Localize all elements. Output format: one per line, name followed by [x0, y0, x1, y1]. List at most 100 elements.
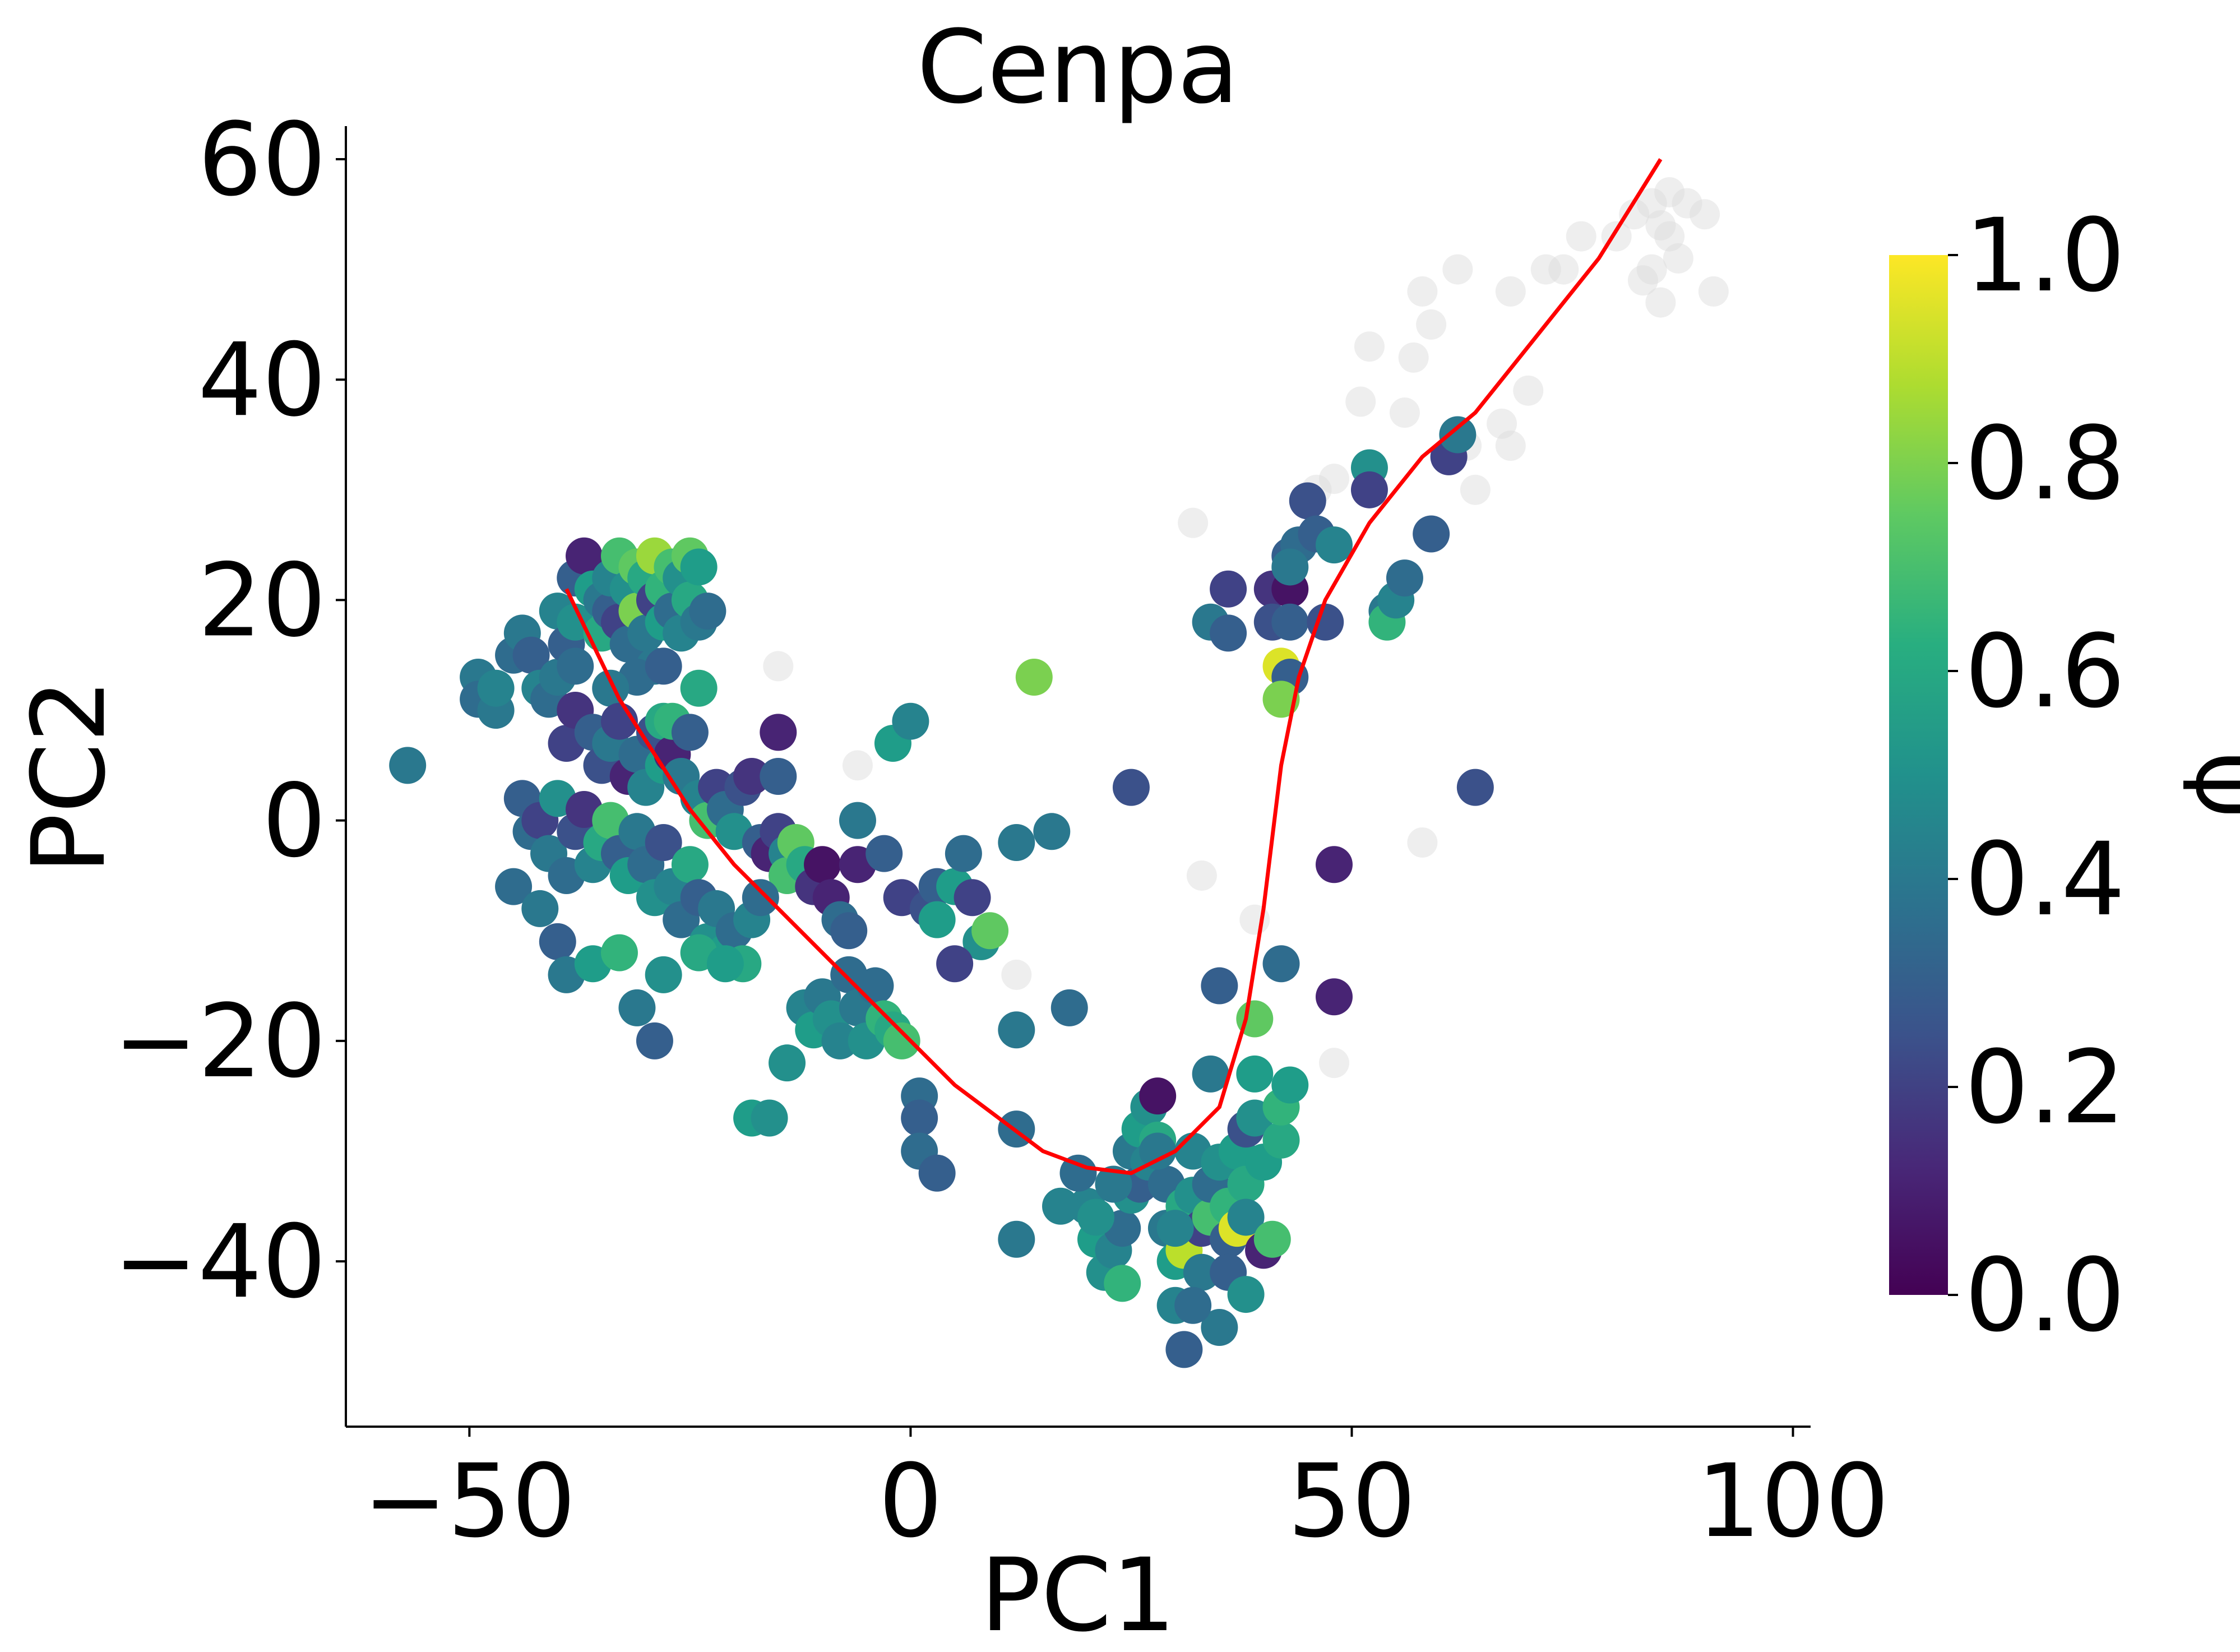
- gray-point: [1460, 474, 1491, 505]
- psi-point: [1271, 1066, 1309, 1104]
- colorbar-gradient: [1889, 255, 1948, 1295]
- gray-point: [1627, 265, 1658, 296]
- psi-point: [539, 923, 576, 960]
- psi-point: [1165, 1331, 1203, 1368]
- psi-point: [1174, 1287, 1212, 1324]
- psi-point: [1227, 1276, 1265, 1313]
- x-tick-label: 100: [1697, 1443, 1890, 1560]
- psi-point: [918, 901, 956, 938]
- psi-point: [1201, 967, 1238, 1005]
- gray-point: [1318, 464, 1349, 494]
- gray-point: [1354, 331, 1385, 362]
- psi-point: [600, 934, 638, 971]
- psi-point: [998, 1220, 1035, 1258]
- psi-point: [477, 669, 515, 707]
- psi-point: [1386, 559, 1423, 597]
- psi-point: [1439, 416, 1477, 454]
- psi-point: [1271, 603, 1309, 641]
- gray-point: [1407, 276, 1438, 307]
- gray-point: [1186, 860, 1217, 891]
- psi-point: [892, 702, 929, 740]
- gray-point: [1566, 221, 1596, 252]
- gray-point: [1636, 254, 1667, 285]
- psi-point: [918, 1154, 956, 1192]
- psi-point: [866, 835, 903, 872]
- colorbar-tick-label: 1.0: [1965, 197, 2125, 314]
- x-axis-ticks: −50 0 50 100: [363, 1427, 1889, 1560]
- psi-point: [1015, 659, 1053, 696]
- psi-point: [389, 747, 427, 784]
- psi-point: [689, 593, 726, 630]
- psi-point: [512, 636, 550, 674]
- gray-point: [1178, 507, 1209, 538]
- y-tick-label: 20: [198, 542, 326, 659]
- psi-point: [760, 714, 797, 751]
- gray-point: [1487, 408, 1517, 439]
- psi-point: [839, 802, 876, 839]
- x-axis-label: PC1: [980, 1537, 1176, 1652]
- colorbar-ticks: 0.0 0.2 0.4 0.6 0.8 1.0: [1948, 197, 2125, 1354]
- colorbar-tick-label: 0.8: [1965, 405, 2125, 522]
- psi-point: [883, 1022, 920, 1059]
- psi-point: [566, 537, 603, 575]
- psi-point: [1315, 846, 1353, 883]
- psi-point: [1033, 813, 1071, 850]
- psi-point: [1201, 1309, 1238, 1346]
- psi-point: [1350, 471, 1388, 508]
- psi-point: [1227, 1198, 1265, 1236]
- gray-point: [1672, 188, 1702, 219]
- psi-point: [1262, 1121, 1300, 1159]
- psi-point: [1139, 1077, 1177, 1115]
- psi-point: [680, 669, 718, 707]
- x-tick-label: 50: [1288, 1443, 1416, 1560]
- psi-point: [742, 879, 779, 917]
- y-tick-label: 40: [198, 322, 326, 439]
- psi-point: [751, 1099, 788, 1137]
- psi-point: [521, 890, 559, 927]
- gray-point: [1495, 276, 1526, 307]
- psi-point: [901, 1099, 938, 1137]
- psi-point: [998, 823, 1035, 861]
- psi-point: [936, 945, 974, 983]
- gray-point: [1442, 254, 1473, 285]
- gray-point: [1654, 221, 1685, 252]
- colorbar-tick-label: 0.2: [1965, 1029, 2125, 1146]
- psi-point: [1236, 1055, 1274, 1093]
- trajectory-line: [564, 158, 1663, 1176]
- y-tick-label: 60: [198, 101, 326, 219]
- gray-point: [1318, 1048, 1349, 1079]
- psi-point: [645, 956, 682, 993]
- psi-point: [830, 912, 868, 950]
- psi-colored-points: [389, 416, 1494, 1368]
- psi-point: [1289, 482, 1326, 520]
- psi-point: [557, 647, 594, 685]
- psi-point: [1456, 769, 1494, 806]
- psi-point: [495, 868, 533, 905]
- gray-point: [1698, 276, 1729, 307]
- psi-point: [1315, 978, 1353, 1016]
- psi-point: [945, 835, 982, 872]
- psi-point: [1262, 681, 1300, 718]
- psi-point: [1210, 570, 1247, 608]
- psi-point: [998, 1011, 1035, 1049]
- psi-point: [1315, 526, 1353, 564]
- psi-point: [645, 823, 682, 861]
- gray-point: [1654, 177, 1685, 207]
- psi-point: [1413, 515, 1450, 553]
- psi-point: [618, 989, 656, 1026]
- psi-point: [1050, 989, 1088, 1026]
- gray-point: [842, 750, 873, 781]
- psi-point: [1077, 1198, 1114, 1236]
- psi-point: [706, 945, 744, 983]
- gray-point: [1389, 397, 1420, 428]
- plot-area: [389, 158, 1729, 1368]
- y-axis-ticks: −40 −20 0 20 40 60: [113, 101, 346, 1321]
- colorbar-tick-label: 0.4: [1965, 821, 2125, 938]
- x-tick-label: 0: [878, 1443, 943, 1560]
- x-tick-label: −50: [363, 1443, 576, 1560]
- gray-point: [1645, 210, 1676, 240]
- psi-point: [645, 647, 682, 685]
- psi-point: [1192, 1055, 1229, 1093]
- psi-point: [1262, 945, 1300, 983]
- missing-psi-points: [763, 177, 1729, 1079]
